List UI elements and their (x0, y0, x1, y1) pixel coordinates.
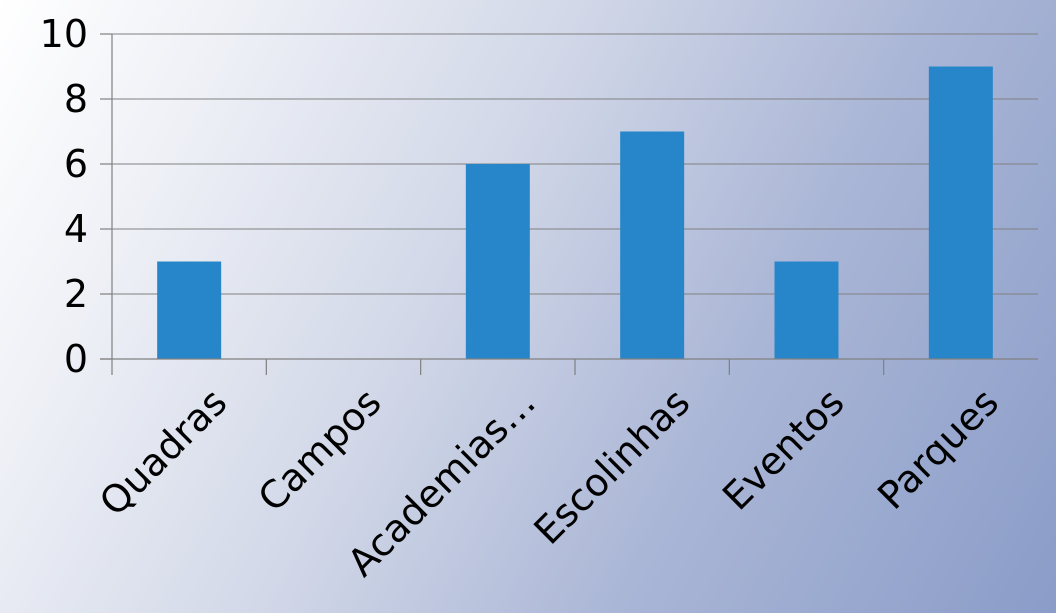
bar-quadras (157, 261, 222, 359)
bar-parques (928, 66, 993, 359)
y-tick-label: 2 (64, 272, 88, 316)
x-category-label: Parques (869, 380, 1007, 518)
gridlines (112, 33, 1038, 295)
x-category-label: Escolinhas (526, 380, 699, 553)
bar-escolinhas (620, 131, 685, 359)
bar-academias (465, 164, 530, 359)
bars (157, 66, 993, 359)
y-tick-label: 10 (40, 12, 88, 56)
axes (100, 33, 1038, 375)
bar-eventos (774, 261, 839, 359)
x-category-label: Quadras (91, 380, 235, 524)
x-category-label: Eventos (714, 380, 853, 519)
x-category-label: Campos (250, 380, 390, 520)
y-tick-label: 6 (64, 142, 88, 186)
y-tick-label: 4 (64, 207, 88, 251)
y-tick-label: 8 (64, 77, 88, 121)
y-tick-label: 0 (64, 337, 88, 381)
